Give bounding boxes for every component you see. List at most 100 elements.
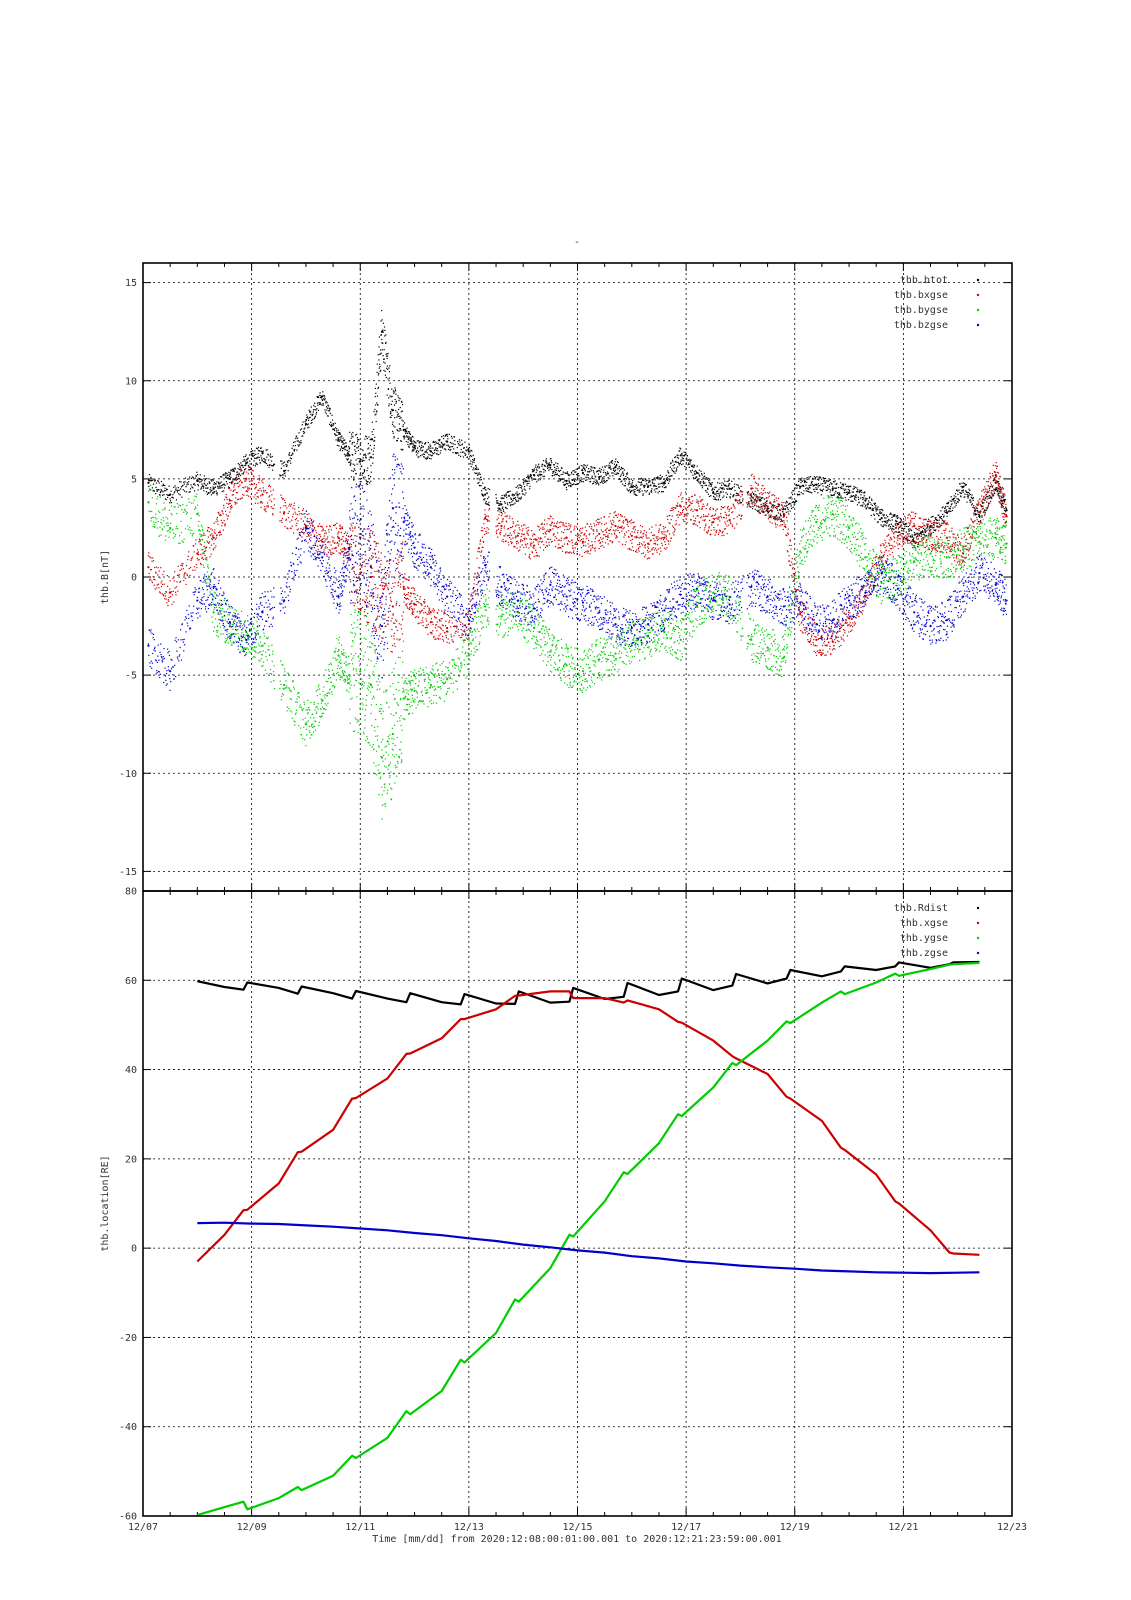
data-point (227, 486, 230, 488)
data-point (345, 442, 347, 444)
data-point (372, 450, 375, 452)
data-point (273, 463, 276, 465)
data-point (155, 486, 157, 489)
data-point (389, 604, 391, 607)
data-point (388, 397, 390, 399)
data-point (539, 546, 541, 549)
data-point (341, 447, 343, 449)
data-point (422, 453, 425, 455)
data-point (210, 544, 213, 546)
data-point (286, 465, 288, 467)
data-point (400, 440, 403, 442)
data-point (565, 472, 567, 474)
data-point (668, 480, 671, 482)
data-point (576, 535, 579, 538)
data-point (203, 545, 205, 548)
data-point (232, 468, 235, 470)
data-point (545, 458, 547, 460)
data-point (392, 582, 394, 584)
data-point (570, 552, 573, 554)
data-point (582, 467, 584, 469)
data-point (315, 549, 317, 552)
data-point (946, 515, 948, 517)
data-point (985, 496, 988, 498)
data-point (998, 483, 1001, 485)
data-point (358, 611, 360, 613)
data-point (412, 450, 414, 452)
data-point (418, 610, 421, 612)
y-tick-label: -5 (125, 671, 137, 682)
data-point (578, 466, 581, 468)
data-point (393, 638, 395, 640)
data-point (825, 486, 828, 488)
data-point (573, 552, 575, 555)
data-point (203, 482, 205, 484)
data-point (756, 505, 758, 507)
data-point (174, 587, 176, 589)
data-point (370, 471, 372, 473)
data-point (174, 591, 177, 593)
data-point (965, 490, 967, 492)
data-point (383, 358, 385, 360)
data-point (213, 481, 216, 484)
data-point (791, 492, 793, 494)
data-point (587, 552, 589, 554)
data-point (412, 447, 415, 449)
data-point (698, 481, 700, 483)
data-point (362, 457, 364, 459)
data-point (453, 635, 455, 637)
data-point (574, 542, 577, 544)
data-point (316, 408, 318, 410)
data-point (586, 479, 588, 481)
data-point (426, 624, 428, 626)
data-point (519, 484, 521, 486)
data-point (402, 403, 404, 406)
data-point (651, 488, 653, 490)
data-point (473, 592, 475, 594)
data-point (415, 599, 417, 601)
data-point (327, 415, 329, 417)
data-point (259, 477, 261, 479)
data-point (326, 401, 328, 404)
data-point (255, 462, 257, 464)
data-point (345, 534, 348, 537)
data-point (599, 521, 601, 523)
data-point (592, 469, 594, 472)
data-point (300, 513, 303, 515)
data-point (752, 508, 754, 510)
data-point (153, 584, 155, 586)
data-point (667, 482, 670, 484)
data-point (177, 590, 179, 592)
data-point (909, 528, 911, 530)
data-point (528, 529, 530, 531)
data-point (468, 446, 471, 449)
data-point (385, 353, 387, 355)
data-point (515, 486, 517, 489)
data-point (280, 467, 282, 469)
data-point (239, 474, 242, 477)
figure-title: - (574, 237, 580, 248)
data-point (704, 478, 707, 480)
data-point (370, 558, 372, 560)
data-point (592, 483, 594, 485)
data-point (451, 445, 454, 448)
data-point (399, 417, 401, 420)
data-point (296, 440, 298, 442)
data-point (413, 449, 415, 451)
data-point (210, 494, 213, 496)
data-point (369, 476, 372, 478)
data-point (658, 476, 660, 479)
data-point (234, 467, 236, 469)
data-point (377, 404, 379, 406)
data-point (546, 462, 548, 464)
data-point (497, 502, 500, 504)
data-point (359, 481, 361, 483)
data-point (476, 467, 478, 469)
data-point (320, 403, 322, 405)
data-point (488, 520, 490, 522)
data-point (389, 365, 391, 367)
data-point (167, 605, 169, 607)
data-point (168, 494, 170, 496)
data-point (238, 477, 240, 479)
data-point (321, 545, 324, 547)
